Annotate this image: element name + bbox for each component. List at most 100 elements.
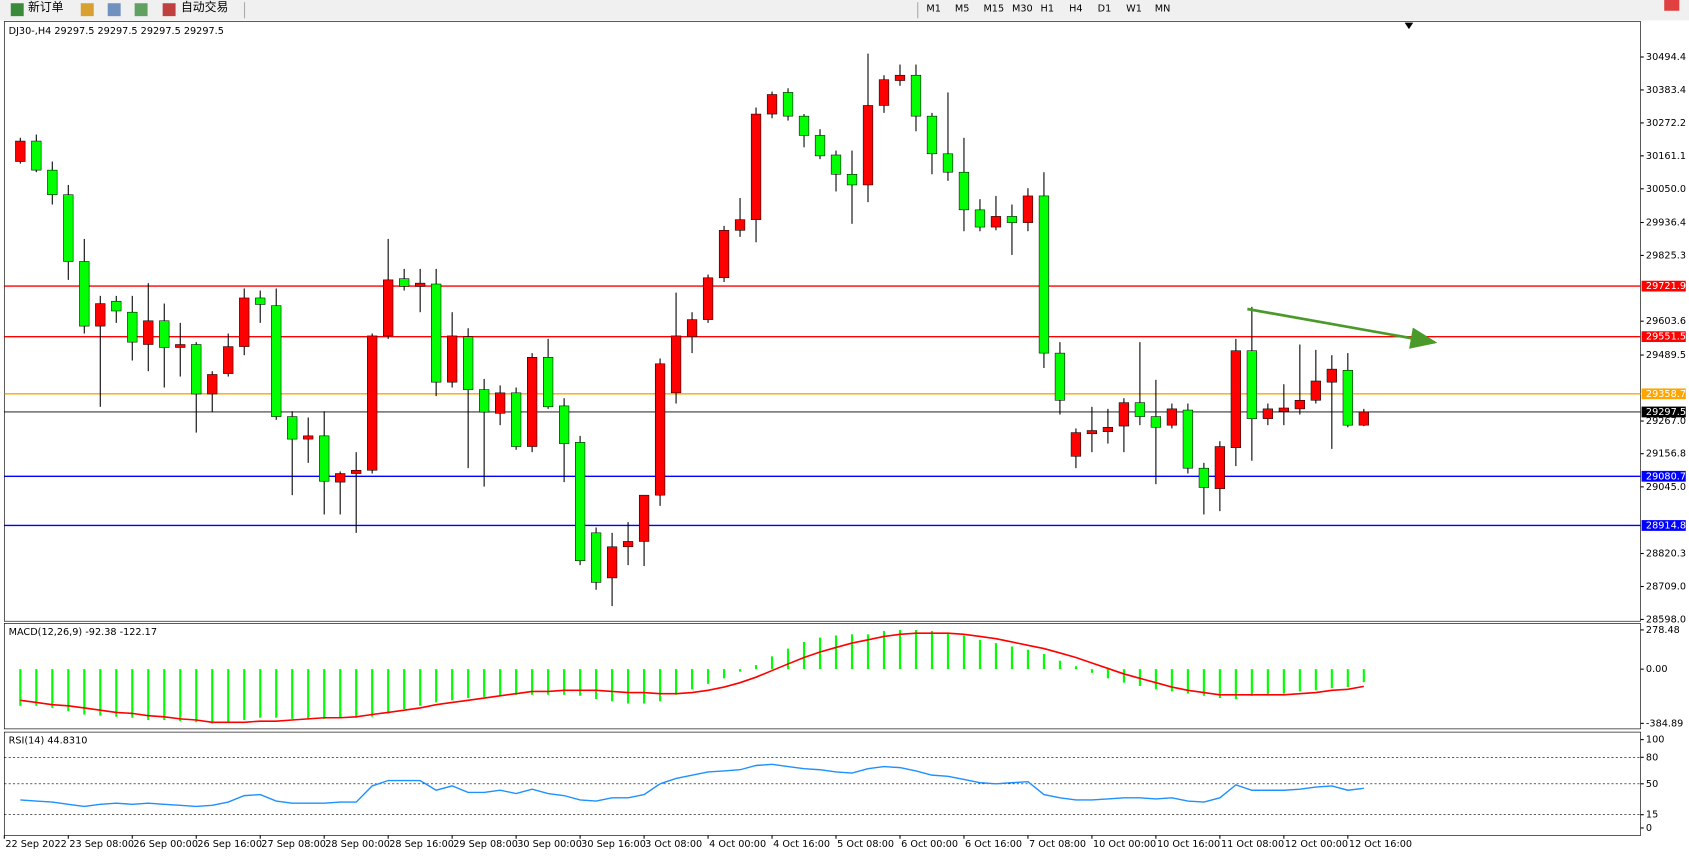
candle-body [974, 209, 986, 228]
candle-body [1086, 430, 1098, 435]
candle-body [942, 153, 954, 173]
icon[interactable] [80, 3, 94, 17]
candle-body [383, 279, 394, 337]
candle-body [574, 442, 586, 561]
x-tick-label: 11 Oct 08:00 [1221, 839, 1284, 850]
x-tick-label: 29 Sep 08:00 [453, 839, 518, 850]
main-panel [3, 21, 1641, 622]
y-tick-label: 29045.0 [1646, 482, 1686, 493]
timeframe-button[interactable]: D1 [1098, 4, 1112, 15]
timeframe-button[interactable]: M15 [983, 4, 1004, 15]
x-tick-label: 28 Sep 00:00 [325, 839, 390, 850]
x-tick-label: 6 Oct 16:00 [965, 839, 1022, 850]
y-tick-label: 30272.2 [1646, 118, 1686, 129]
candle-body [431, 283, 442, 383]
y-tick-label: 29936.4 [1646, 217, 1686, 228]
timeframe-button[interactable]: MN [1155, 4, 1171, 15]
x-tick-label: 10 Oct 00:00 [1093, 839, 1156, 850]
icon[interactable] [10, 3, 24, 17]
candle-body [527, 356, 538, 447]
x-tick-label: 28 Sep 16:00 [389, 839, 454, 850]
y-tick-label: 80 [1646, 752, 1658, 763]
rsi-title: RSI(14) 44.8310 [9, 736, 88, 747]
y-tick-label: 15 [1646, 810, 1658, 821]
candle-body [734, 219, 746, 231]
candle-body [447, 335, 458, 383]
y-tick-label: 29489.5 [1646, 350, 1686, 361]
candle-body [1022, 195, 1034, 223]
candle-body [1214, 446, 1225, 489]
candle-body [1310, 380, 1321, 401]
x-tick-label: 26 Sep 00:00 [133, 839, 198, 850]
icon[interactable] [107, 3, 121, 17]
y-tick-label: 30494.4 [1646, 52, 1686, 63]
candle-body [31, 140, 42, 171]
candle-body [878, 79, 890, 106]
candle-body [766, 94, 778, 115]
candle-body [1006, 216, 1018, 223]
candle-body [287, 416, 298, 440]
y-tick-label: 278.48 [1646, 625, 1680, 636]
candle-body [175, 344, 186, 348]
toolbar-group: 新订单 自动交易 M1 M5 M15 M30 H1 H4 D1 W1 MN [10, 0, 1680, 19]
y-tick-label: 29825.3 [1646, 250, 1686, 261]
candle-body [335, 473, 346, 483]
candle-body [638, 494, 650, 542]
auto-trade-button[interactable]: 自动交易 [181, 0, 228, 14]
x-tick-label: 12 Oct 16:00 [1349, 839, 1412, 850]
x-tick-label: 22 Sep 2022 [5, 839, 66, 850]
timeframe-button[interactable]: M30 [1012, 4, 1033, 15]
candle-body [1230, 350, 1241, 448]
candle-body [926, 115, 938, 155]
candle-body [239, 297, 250, 347]
x-tick-label: 6 Oct 00:00 [901, 839, 958, 850]
level-label: 29721.9 [1646, 281, 1686, 292]
timeframe-button[interactable]: M1 [926, 4, 941, 15]
candle-body [1038, 195, 1050, 354]
candle-body [1246, 350, 1257, 419]
x-tick-label: 26 Sep 16:00 [197, 839, 262, 850]
y-tick-label: 100 [1646, 735, 1665, 746]
candle-body [63, 194, 74, 262]
candle-body [622, 541, 634, 548]
rsi-panel [3, 731, 1641, 836]
candle-body [191, 344, 202, 395]
candle-body [814, 135, 826, 157]
y-tick-label: 29603.6 [1646, 316, 1686, 327]
x-tick-label: 4 Oct 16:00 [773, 839, 830, 850]
timeframe-button[interactable]: M5 [955, 4, 970, 15]
timeframes: M1 M5 M15 M30 H1 H4 D1 W1 MN [926, 4, 1170, 15]
timeframe-button[interactable]: H1 [1041, 4, 1054, 15]
candle-body [159, 320, 170, 348]
candle-body [47, 169, 58, 196]
icon[interactable] [162, 3, 176, 17]
candle-body [798, 115, 810, 136]
timeframe-button[interactable]: W1 [1126, 4, 1142, 15]
alert-icon[interactable] [1664, 0, 1680, 11]
level-label-box [1641, 331, 1686, 343]
candle-body [319, 435, 330, 482]
y-tick-label: 50 [1646, 779, 1658, 790]
candle-body [702, 277, 714, 320]
candle-body [1134, 402, 1146, 417]
candle-body [207, 374, 218, 395]
y-tick-label: 29267.0 [1646, 416, 1686, 427]
candle-body [511, 392, 522, 447]
icon[interactable] [134, 3, 148, 17]
candle-body [479, 389, 490, 413]
new-order-button[interactable]: 新订单 [28, 0, 64, 14]
level-label-box [1641, 406, 1686, 418]
candle-body [830, 154, 842, 175]
shift-marker [1404, 22, 1414, 30]
candle-body [1278, 407, 1289, 412]
macd-signal [20, 632, 1364, 724]
candle-body [590, 532, 602, 583]
candle-body [718, 230, 730, 279]
candle-body [95, 303, 106, 327]
timeframe-button[interactable]: H4 [1069, 4, 1082, 15]
x-tick-label: 27 Sep 08:00 [261, 839, 326, 850]
candle-body [15, 140, 26, 162]
x-tick-label: 12 Oct 00:00 [1285, 839, 1348, 850]
x-tick-label: 23 Sep 08:00 [69, 839, 134, 850]
candle-body [1262, 408, 1273, 419]
